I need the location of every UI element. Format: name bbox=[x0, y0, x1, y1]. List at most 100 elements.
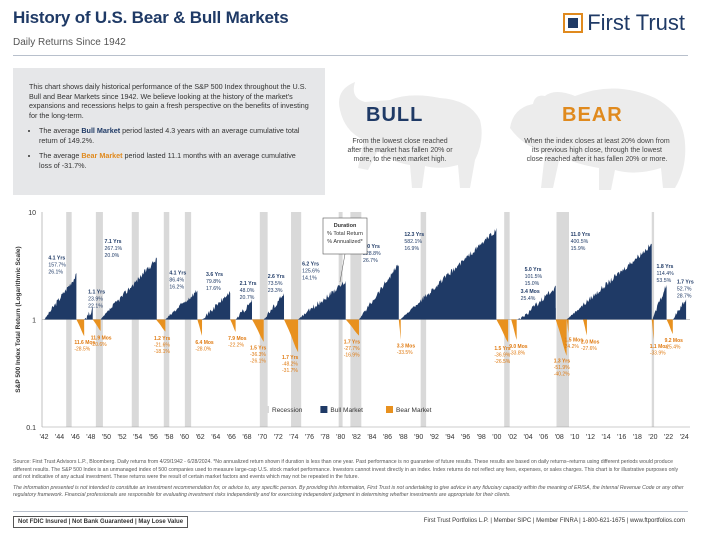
bear-data-label: 1.1 Mos bbox=[650, 344, 669, 350]
bull-market-area bbox=[263, 293, 285, 320]
bear-keyword: Bear Market bbox=[81, 151, 123, 160]
bear-data-label: -26.5% bbox=[494, 359, 510, 365]
bear-data-label: -51.9% bbox=[554, 365, 570, 371]
x-tick-label: '96 bbox=[461, 434, 470, 441]
bull-data-label: 582.1% bbox=[404, 239, 422, 245]
x-tick-label: '06 bbox=[539, 434, 548, 441]
bear-title: BEAR bbox=[562, 104, 623, 126]
x-tick-label: '00 bbox=[492, 434, 501, 441]
x-tick-label: '22 bbox=[664, 434, 673, 441]
bear-market-area bbox=[76, 319, 85, 337]
bear-description: When the index closes at least 20% down … bbox=[524, 138, 670, 164]
bear-data-label: -21.6% bbox=[154, 342, 170, 348]
bear-data-label: -22.2% bbox=[228, 343, 244, 349]
x-tick-label: '70 bbox=[258, 434, 267, 441]
bull-market-area bbox=[298, 280, 346, 320]
x-tick-label: '94 bbox=[445, 434, 454, 441]
bull-market-area bbox=[235, 299, 253, 320]
bear-data-label: -18.1% bbox=[154, 349, 170, 355]
header-divider bbox=[13, 55, 688, 56]
bull-data-label: 15.0% bbox=[525, 281, 540, 287]
footer-contact: First Trust Portfolios L.P. | Member SIP… bbox=[423, 518, 685, 524]
bull-market-area bbox=[672, 299, 687, 320]
bull-data-label: 86.4% bbox=[169, 277, 184, 283]
bear-data-label: -33.9% bbox=[650, 350, 666, 356]
bear-data-label: -48.2% bbox=[282, 362, 298, 368]
x-tick-label: '56 bbox=[149, 434, 158, 441]
bear-market-area bbox=[583, 319, 587, 336]
x-tick-label: '20 bbox=[648, 434, 657, 441]
x-tick-label: '48 bbox=[86, 434, 95, 441]
x-tick-label: '52 bbox=[118, 434, 127, 441]
x-tick-label: '80 bbox=[336, 434, 345, 441]
bear-data-label: -25.4% bbox=[665, 345, 681, 351]
bull-data-label: 22.1% bbox=[88, 303, 103, 309]
bull-data-label: 4.1 Yrs bbox=[48, 255, 65, 261]
bear-data-label: 6.4 Mos bbox=[195, 340, 214, 346]
page-title: History of U.S. Bear & Bull Markets bbox=[13, 8, 289, 27]
bull-data-label: 12.3 Yrs bbox=[404, 232, 424, 238]
footnote: Source: First Trust Advisors L.P., Bloom… bbox=[13, 459, 688, 500]
x-tick-label: '84 bbox=[367, 434, 376, 441]
x-tick-label: '74 bbox=[289, 434, 298, 441]
key-line-total: % Total Return bbox=[327, 231, 363, 237]
legend-swatch bbox=[386, 406, 393, 413]
y-axis-label: S&P 500 Index Total Return (Logarithmic … bbox=[15, 246, 22, 392]
bear-market-area bbox=[496, 319, 509, 343]
bull-market-area bbox=[400, 227, 497, 320]
bear-market-area bbox=[284, 319, 299, 353]
bear-market-area bbox=[666, 319, 673, 335]
x-tick-label: '60 bbox=[180, 434, 189, 441]
bear-data-label: 9.0 Mos bbox=[509, 344, 528, 350]
page-subtitle: Daily Returns Since 1942 bbox=[13, 37, 126, 48]
intro-bullet-bull: The average Bull Market period lasted 4.… bbox=[39, 126, 309, 145]
bear-data-label: -20.6% bbox=[91, 342, 107, 348]
bull-market-area bbox=[84, 306, 93, 320]
bull-data-label: 23.9% bbox=[88, 296, 103, 302]
x-tick-label: '88 bbox=[399, 434, 408, 441]
legend-swatch bbox=[262, 406, 269, 413]
bull-data-label: 114.4% bbox=[657, 271, 675, 277]
bear-market-area bbox=[230, 319, 236, 332]
bull-data-label: 267.1% bbox=[105, 246, 123, 252]
bull-data-label: 7.1 Yrs bbox=[105, 239, 122, 245]
legend-label: Bear Market bbox=[396, 407, 432, 414]
bull-data-label: 20.7% bbox=[240, 295, 255, 301]
bear-data-label: -27.6% bbox=[581, 346, 597, 352]
footnote-disclaimer: The information presented is not intende… bbox=[13, 484, 684, 499]
bull-data-label: 2.1 Yrs bbox=[240, 281, 257, 287]
bear-market-area bbox=[92, 319, 101, 331]
bear-data-label: 1.5 Mos bbox=[565, 337, 584, 343]
key-leader-line bbox=[339, 253, 346, 283]
bull-data-label: 16.9% bbox=[404, 246, 419, 252]
bull-description: From the lowest close reached after the … bbox=[347, 138, 453, 164]
bear-data-label: 2.0 Mos bbox=[581, 340, 600, 346]
bull-market-area bbox=[100, 257, 157, 320]
x-tick-label: '24 bbox=[680, 434, 689, 441]
bear-market-area bbox=[345, 319, 359, 336]
chart-area: 10 1 0.1 S&P 500 Index Total Return (Logari… bbox=[0, 200, 701, 452]
bear-data-label: -28.0% bbox=[195, 346, 211, 352]
bear-data-label: 11.9 Mos bbox=[91, 335, 112, 341]
bull-data-label: 14.1% bbox=[302, 276, 317, 282]
bull-market-area bbox=[44, 273, 77, 320]
bull-data-label: 52.7% bbox=[677, 287, 692, 293]
bull-data-label: 6.2 Yrs bbox=[302, 262, 319, 268]
intro-box: This chart shows daily historical perfor… bbox=[13, 68, 325, 195]
bull-bear-chart: 10 1 0.1 S&P 500 Index Total Return (Logari… bbox=[15, 210, 694, 441]
bull-data-label: 48.0% bbox=[240, 288, 255, 294]
bull-market-area bbox=[165, 290, 198, 320]
x-tick-label: '92 bbox=[430, 434, 439, 441]
bull-market-area bbox=[202, 290, 231, 320]
x-tick-label: '98 bbox=[477, 434, 486, 441]
bear-data-label: 1.7 Yrs bbox=[282, 355, 299, 361]
x-tick-label: '42 bbox=[39, 434, 48, 441]
bull-market-area bbox=[566, 243, 652, 320]
bear-data-label: -36.9% bbox=[494, 352, 510, 358]
bull-data-label: 400.5% bbox=[571, 239, 589, 245]
footer-divider bbox=[13, 511, 688, 512]
x-tick-label: '82 bbox=[352, 434, 361, 441]
key-box bbox=[322, 217, 368, 255]
first-trust-logo-icon bbox=[563, 13, 584, 33]
bull-data-label: 73.5% bbox=[268, 281, 283, 287]
